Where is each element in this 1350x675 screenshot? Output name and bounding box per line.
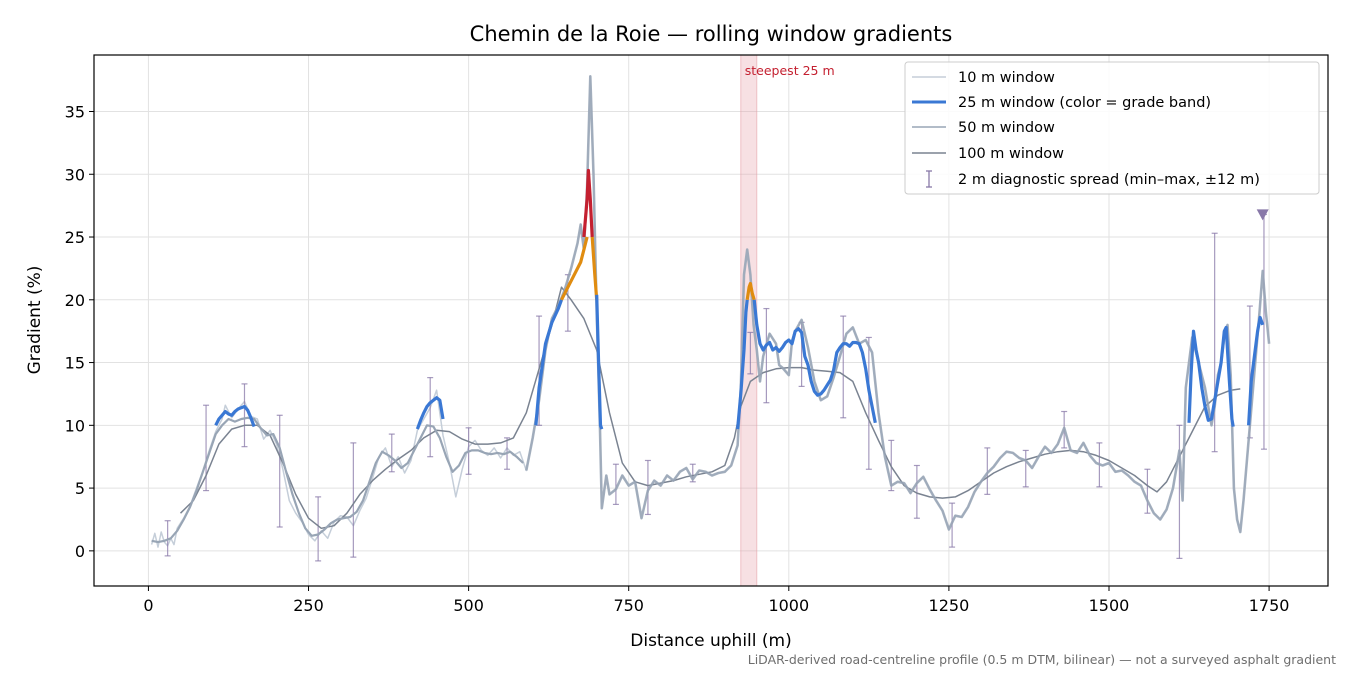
x-tick-label: 1750	[1249, 596, 1290, 615]
series-25m-segment	[560, 236, 589, 301]
errorbar	[984, 447, 991, 495]
plot-area	[150, 75, 1271, 562]
x-tick-label: 0	[143, 596, 153, 615]
errorbar	[164, 520, 171, 557]
errorbar	[1022, 449, 1029, 488]
errorbar	[1144, 468, 1151, 514]
series-25m-segment	[590, 236, 599, 300]
steepest-band-label: steepest 25 m	[745, 63, 835, 78]
series-25m-segment	[595, 294, 604, 430]
errorbar	[763, 307, 770, 404]
x-tick-label: 1250	[929, 596, 970, 615]
errorbar	[747, 331, 754, 375]
errorbar	[1176, 424, 1183, 559]
series-25m-segment	[582, 168, 594, 238]
series-25m-segment	[1247, 315, 1265, 426]
series-50m-line	[151, 416, 524, 544]
legend-label: 50 m window	[958, 120, 1055, 136]
x-tick-label: 1000	[768, 596, 809, 615]
series-25m-segment	[534, 299, 564, 426]
y-tick-label: 10	[65, 416, 85, 435]
series-100m-line	[179, 286, 1241, 530]
series-50m-line-continued	[525, 75, 1271, 534]
y-tick-label: 35	[65, 102, 85, 121]
footnote: LiDAR-derived road-centreline profile (0…	[748, 652, 1336, 667]
y-tick-label: 25	[65, 228, 85, 247]
series-25m-segment	[736, 299, 749, 430]
x-axis-ticks: 0 250 500 750 1000 1250 1500 1750	[143, 586, 1289, 615]
y-tick-label: 15	[65, 354, 85, 373]
errorbar	[644, 459, 651, 516]
y-tick-label: 30	[65, 165, 85, 184]
errorbar	[1211, 232, 1218, 453]
y-tick-label: 5	[75, 479, 85, 498]
series-25m-segment	[752, 299, 877, 424]
x-tick-label: 250	[293, 596, 324, 615]
x-tick-label: 750	[613, 596, 644, 615]
legend-label: 10 m window	[958, 70, 1055, 86]
errorbar	[840, 315, 847, 419]
series-25m-segment	[1187, 325, 1235, 427]
series-25m-segment	[415, 396, 445, 430]
y-axis-title: Gradient (%)	[25, 266, 45, 375]
max-spread-marker	[1256, 209, 1269, 221]
errorbar	[388, 433, 395, 473]
errorbar	[913, 464, 920, 519]
chart-title: Chemin de la Roie — rolling window gradi…	[470, 22, 953, 46]
errorbar	[276, 414, 283, 528]
y-tick-label: 0	[75, 542, 85, 561]
errorbar	[865, 336, 872, 470]
series-25m-segment	[214, 404, 256, 428]
x-axis-title: Distance uphill (m)	[630, 631, 791, 651]
plot-frame	[93, 54, 1329, 587]
errorbar	[315, 496, 322, 562]
legend-label: 100 m window	[958, 146, 1064, 162]
x-tick-label: 1500	[1089, 596, 1130, 615]
y-tick-label: 20	[65, 291, 85, 310]
errorbar	[612, 463, 619, 506]
y-axis-ticks: 0 5 10 15 20 25 30 35	[65, 102, 94, 561]
series-25m-segment	[745, 281, 756, 301]
errorbar	[350, 442, 357, 558]
errorbar	[241, 383, 248, 448]
x-tick-label: 500	[453, 596, 484, 615]
legend: 10 m window 25 m window (color = grade ba…	[904, 61, 1320, 195]
legend-box	[904, 61, 1320, 195]
legend-label: 2 m diagnostic spread (min–max, ±12 m)	[958, 172, 1260, 188]
errorbar	[427, 377, 434, 458]
legend-label: 25 m window (color = grade band)	[958, 95, 1211, 111]
